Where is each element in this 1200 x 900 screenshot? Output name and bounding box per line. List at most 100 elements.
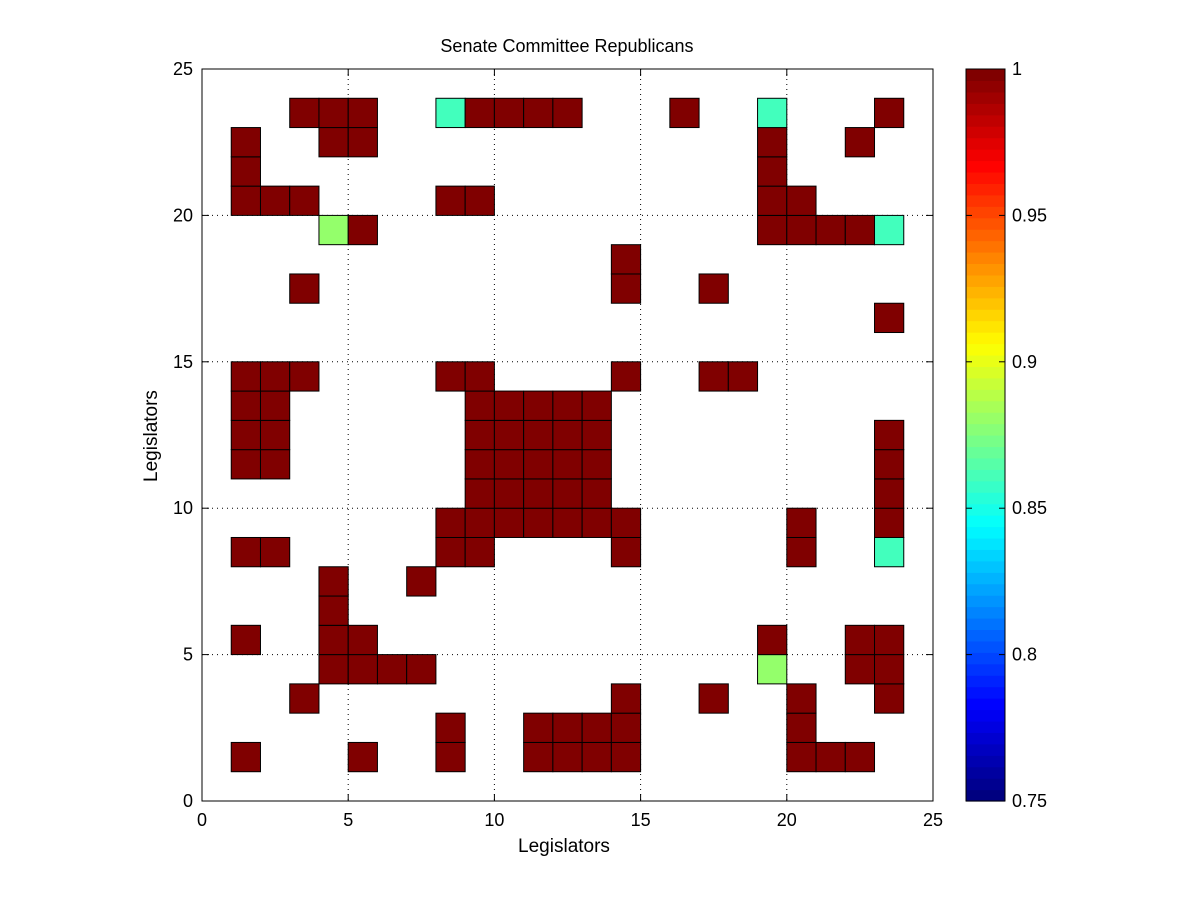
heatmap-cell (610, 741, 642, 773)
heatmap-cell (874, 536, 905, 568)
heatmap-cell (230, 156, 261, 187)
colorbar-band (966, 206, 1005, 219)
colorbar-band (966, 332, 1005, 345)
colorbar-band (966, 309, 1005, 322)
y-axis-label: Legislators (141, 390, 162, 482)
heatmap-cell (581, 449, 612, 480)
heatmap-cell (347, 97, 378, 129)
heatmap-cell (844, 214, 876, 246)
x-axis-label: Legislators (518, 836, 610, 857)
heatmap-cell (406, 566, 437, 597)
y-tick-label: 15 (173, 352, 193, 372)
colorbar-band (966, 572, 1005, 585)
heatmap-cell (610, 361, 642, 392)
heatmap-cell (874, 683, 905, 714)
colorbar-band (966, 423, 1005, 436)
heatmap-cell (844, 127, 876, 158)
heatmap-cell (493, 97, 525, 129)
heatmap-cell (464, 478, 495, 509)
heatmap-cell (786, 507, 817, 538)
heatmap-cell (874, 449, 905, 480)
heatmap-cell (289, 185, 320, 216)
heatmap-cell (259, 419, 291, 451)
colorbar-band (966, 69, 1005, 82)
colorbar-band (966, 492, 1005, 505)
heatmap-cell (523, 478, 554, 509)
heatmap-cell (523, 507, 554, 538)
colorbar-band (966, 789, 1005, 802)
heatmap-cell (318, 624, 349, 656)
heatmap-cell (523, 712, 554, 743)
colorbar-band (966, 698, 1005, 711)
heatmap-cell (318, 97, 349, 129)
colorbar-band (966, 537, 1005, 550)
heatmap-cell (727, 361, 759, 392)
heatmap-cell (230, 624, 261, 656)
colorbar-band (966, 709, 1005, 722)
heatmap-cell (552, 419, 583, 451)
heatmap-cell (464, 419, 495, 451)
heatmap-cell (435, 97, 466, 129)
colorbar-band (966, 354, 1005, 367)
heatmap-cell (552, 97, 583, 129)
y-tick-label: 5 (183, 645, 193, 665)
heatmap-cell (493, 478, 525, 509)
heatmap-cell (844, 741, 876, 773)
colorbar-band (966, 252, 1005, 265)
colorbar-band (966, 149, 1005, 162)
heatmap-cell (610, 712, 642, 743)
colorbar-band (966, 137, 1005, 150)
heatmap-cell (874, 654, 905, 685)
heatmap-cell (435, 361, 466, 392)
colorbar-band (966, 640, 1005, 653)
heatmap-cell (464, 390, 495, 421)
colorbar-tick-label: 0.9 (1012, 352, 1037, 372)
colorbar-band (966, 663, 1005, 676)
heatmap-cell (757, 185, 788, 216)
heatmap-cell (259, 185, 291, 216)
heatmap-cell (347, 127, 378, 158)
heatmap-cell (552, 507, 583, 538)
colorbar-band (966, 766, 1005, 779)
heatmap-cell (874, 478, 905, 509)
heatmap-cell (435, 185, 466, 216)
colorbar-band (966, 114, 1005, 127)
heatmap-cell (874, 97, 905, 129)
heatmap-cell (318, 654, 349, 685)
heatmap-cell (844, 624, 876, 656)
heatmap-cell (698, 683, 729, 714)
heatmap-cell (259, 536, 291, 568)
heatmap-cell (786, 214, 817, 246)
heatmap-cell (610, 683, 642, 714)
heatmap-cell (347, 214, 378, 246)
heatmap-cell (581, 741, 612, 773)
colorbar-tick-label: 0.85 (1012, 498, 1047, 518)
heatmap-cell (552, 712, 583, 743)
heatmap-cell (523, 97, 554, 129)
colorbar-band (966, 675, 1005, 688)
heatmap-cell (230, 449, 261, 480)
heatmap-cell (230, 536, 261, 568)
colorbar-band (966, 194, 1005, 207)
heatmap-cell (230, 127, 261, 158)
y-tick-label: 20 (173, 205, 193, 225)
heatmap-cell (289, 683, 320, 714)
heatmap-cell (318, 595, 349, 626)
heatmap-cell (523, 741, 554, 773)
heatmap-cell (669, 97, 700, 129)
colorbar-band (966, 366, 1005, 379)
x-tick-label: 15 (631, 810, 651, 830)
chart-title: Senate Committee Republicans (440, 36, 693, 56)
colorbar-band (966, 755, 1005, 768)
heatmap-cells (230, 97, 905, 773)
colorbar-band (966, 629, 1005, 642)
colorbar-band (966, 446, 1005, 459)
colorbar-band (966, 480, 1005, 493)
colorbar-band (966, 778, 1005, 791)
heatmap-cell (464, 361, 495, 392)
heatmap-cell (464, 185, 495, 216)
heatmap-cell (435, 712, 466, 743)
colorbar-band (966, 80, 1005, 93)
heatmap-cell (523, 449, 554, 480)
heatmap-cell (815, 214, 846, 246)
